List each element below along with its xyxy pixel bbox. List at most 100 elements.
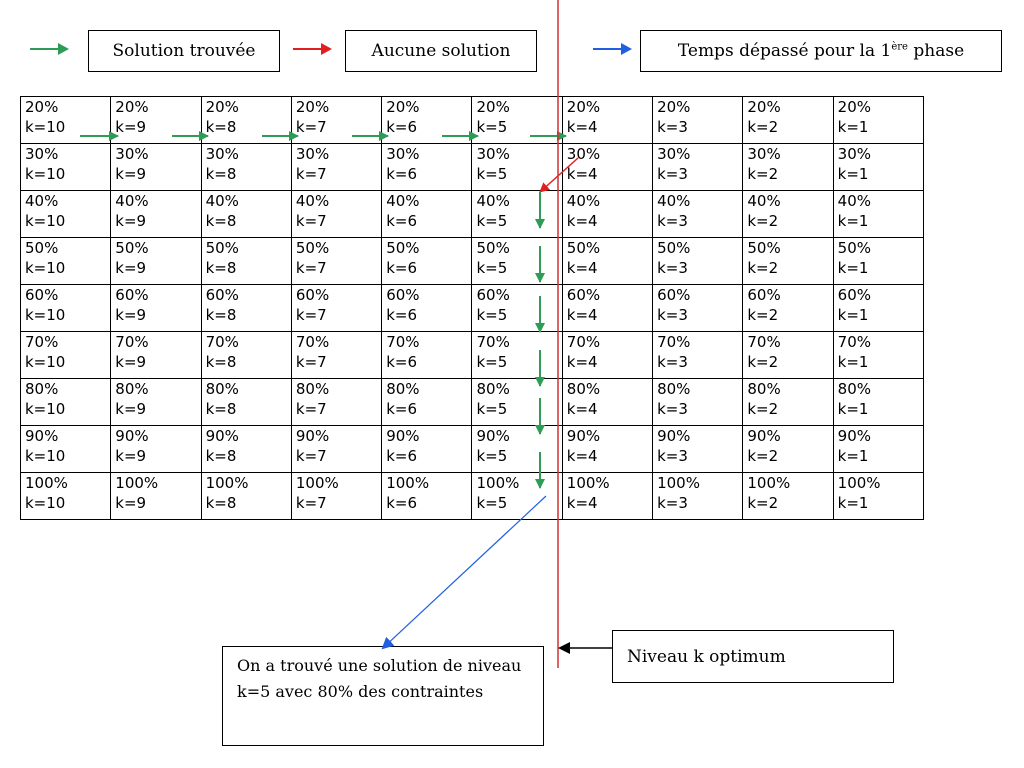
grid-cell: 70% k=3 xyxy=(652,331,744,379)
grid-cell: 40% k=7 xyxy=(290,190,383,238)
grid-cell: 70% k=7 xyxy=(290,331,383,379)
cell-k-level: k=4 xyxy=(566,165,598,183)
grid-cell: 60% k=9 xyxy=(110,284,202,332)
grid-cell: 50% k=3 xyxy=(652,237,744,285)
cell-k-level: k=10 xyxy=(25,118,66,136)
cell-k-level: k=1 xyxy=(837,447,869,465)
blue-arrow-icon xyxy=(593,43,632,55)
cell-percent: 20% xyxy=(115,98,149,116)
cell-k-level: k=3 xyxy=(657,400,688,418)
cell-k-level: k=3 xyxy=(657,212,688,230)
grid-cell: 80% k=8 xyxy=(200,378,292,426)
cell-k-level: k=2 xyxy=(747,165,779,183)
cell-percent: 100% xyxy=(476,474,520,492)
cell-k-level: k=7 xyxy=(295,165,327,183)
cell-percent: 30% xyxy=(386,145,420,163)
grid-cell: 60% k=10 xyxy=(19,284,112,332)
cell-percent: 20% xyxy=(566,98,601,116)
note-optimum-text: Niveau k optimum xyxy=(627,646,786,667)
grid-row: 20% k=10 20% k=9 20% k=8 20% k=7 20% k=6 20% k=5 20%… xyxy=(19,96,925,144)
cell-percent: 40% xyxy=(115,192,149,210)
grid-cell: 100% k=6 xyxy=(381,472,473,520)
grid-cell: 60% k=6 xyxy=(381,284,473,332)
cell-percent: 70% xyxy=(566,333,601,351)
grid-cell: 20% k=5 xyxy=(471,96,563,144)
cell-k-level: k=3 xyxy=(657,118,688,136)
cell-percent: 30% xyxy=(837,145,872,163)
grid-cell: 90% k=3 xyxy=(652,425,744,473)
cell-percent: 70% xyxy=(386,333,420,351)
grid-cell: 100% k=7 xyxy=(290,472,383,520)
grid-cell: 70% k=8 xyxy=(200,331,292,379)
cell-k-level: k=3 xyxy=(657,165,688,183)
grid-cell: 40% k=2 xyxy=(742,190,834,238)
cell-percent: 80% xyxy=(115,380,149,398)
cell-percent: 20% xyxy=(386,98,420,116)
grid-cell: 20% k=1 xyxy=(832,96,925,144)
grid-row: 70% k=10 70% k=9 70% k=8 70% k=7 70% k=6 70% k=5 70%… xyxy=(19,331,925,379)
grid-cell: 90% k=7 xyxy=(290,425,383,473)
cell-k-level: k=5 xyxy=(476,353,508,371)
cell-percent: 70% xyxy=(476,333,510,351)
cell-percent: 100% xyxy=(657,474,700,492)
cell-percent: 40% xyxy=(25,192,59,210)
grid-cell: 80% k=3 xyxy=(652,378,744,426)
cell-k-level: k=9 xyxy=(115,259,147,277)
grid-cell: 90% k=10 xyxy=(19,425,112,473)
cell-percent: 90% xyxy=(747,427,781,445)
cell-percent: 80% xyxy=(837,380,872,398)
grid-cell: 20% k=10 xyxy=(19,96,112,144)
cell-percent: 30% xyxy=(657,145,691,163)
cell-k-level: k=4 xyxy=(566,118,598,136)
note-optimum: Niveau k optimum xyxy=(612,630,894,683)
cell-percent: 50% xyxy=(115,239,149,257)
grid-cell: 100% k=2 xyxy=(742,472,834,520)
cell-percent: 50% xyxy=(205,239,239,257)
cell-percent: 40% xyxy=(295,192,330,210)
cell-percent: 30% xyxy=(566,145,601,163)
legend-none-label: Aucune solution xyxy=(371,41,511,61)
cell-k-level: k=7 xyxy=(295,494,327,512)
grid-cell: 20% k=4 xyxy=(561,96,654,144)
grid-cell: 80% k=4 xyxy=(561,378,654,426)
cell-percent: 100% xyxy=(295,474,339,492)
cell-k-level: k=9 xyxy=(115,165,147,183)
cell-percent: 100% xyxy=(25,474,68,492)
grid-cell: 80% k=9 xyxy=(110,378,202,426)
cell-percent: 90% xyxy=(657,427,691,445)
cell-percent: 70% xyxy=(657,333,691,351)
grid-cell: 40% k=3 xyxy=(652,190,744,238)
grid-cell: 20% k=6 xyxy=(381,96,473,144)
grid-cell: 80% k=6 xyxy=(381,378,473,426)
cell-k-level: k=3 xyxy=(657,494,688,512)
cell-percent: 60% xyxy=(657,286,691,304)
cell-k-level: k=5 xyxy=(476,259,508,277)
grid-cell: 30% k=4 xyxy=(561,143,654,191)
grid-cell: 30% k=6 xyxy=(381,143,473,191)
grid-cell: 50% k=2 xyxy=(742,237,834,285)
grid-cell: 30% k=2 xyxy=(742,143,834,191)
note-solution-found-text: On a trouvé une solution de niveau k=5 a… xyxy=(237,656,522,701)
grid-cell: 40% k=5 xyxy=(471,190,563,238)
grid-cell: 80% k=7 xyxy=(290,378,383,426)
cell-k-level: k=8 xyxy=(205,165,237,183)
cell-k-level: k=2 xyxy=(747,494,779,512)
cell-percent: 60% xyxy=(566,286,601,304)
cell-k-level: k=10 xyxy=(25,165,66,183)
cell-percent: 20% xyxy=(295,98,330,116)
cell-percent: 100% xyxy=(566,474,610,492)
cell-k-level: k=2 xyxy=(747,447,779,465)
cell-percent: 50% xyxy=(566,239,601,257)
cell-percent: 60% xyxy=(115,286,149,304)
grid-cell: 90% k=4 xyxy=(561,425,654,473)
cell-k-level: k=10 xyxy=(25,447,66,465)
grid-cell: 100% k=10 xyxy=(19,472,112,520)
grid-cell: 70% k=2 xyxy=(742,331,834,379)
cell-percent: 60% xyxy=(476,286,510,304)
cell-percent: 30% xyxy=(295,145,330,163)
cell-k-level: k=10 xyxy=(25,400,66,418)
cell-k-level: k=2 xyxy=(747,118,779,136)
grid-cell: 60% k=7 xyxy=(290,284,383,332)
cell-percent: 50% xyxy=(747,239,781,257)
grid-cell: 80% k=1 xyxy=(832,378,925,426)
